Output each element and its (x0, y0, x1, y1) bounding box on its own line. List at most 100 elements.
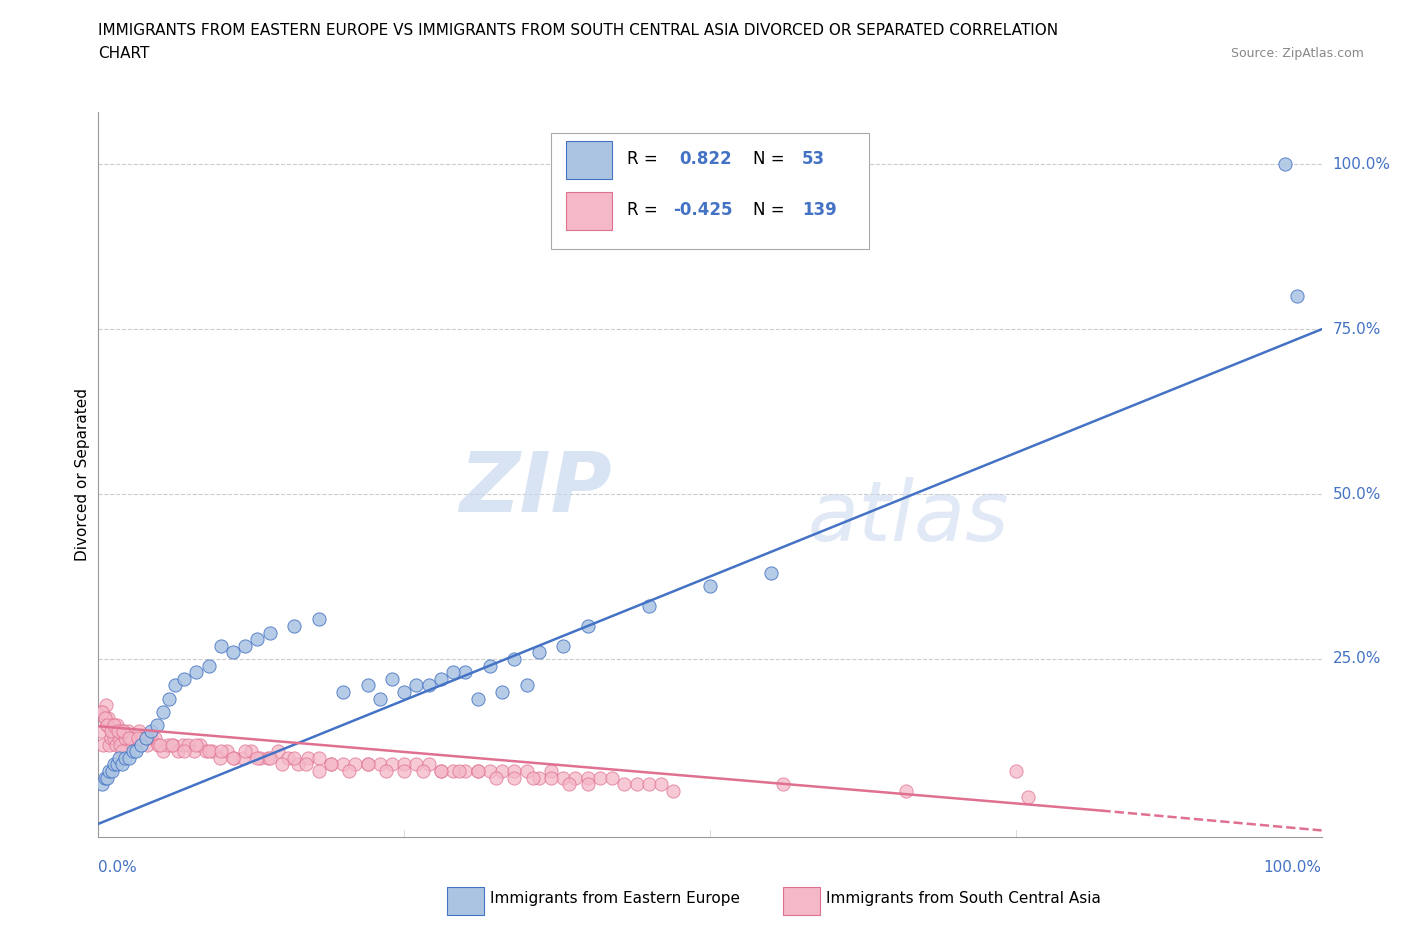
Point (267, 744, 290, 759)
Point (139, 724, 162, 739)
Point (662, 783, 685, 798)
Point (381, 757, 404, 772)
Point (515, 678, 537, 693)
Point (107, 724, 129, 739)
FancyBboxPatch shape (783, 887, 820, 914)
Point (108, 731, 131, 746)
Point (368, 757, 391, 772)
Point (626, 777, 648, 791)
Point (308, 751, 330, 765)
Point (96, 770, 118, 785)
Point (441, 665, 464, 680)
Point (215, 744, 238, 759)
Point (105, 757, 128, 772)
Point (491, 764, 513, 778)
Point (558, 777, 581, 791)
Text: Immigrants from South Central Asia: Immigrants from South Central Asia (827, 891, 1101, 906)
Point (157, 691, 180, 706)
Point (283, 618, 305, 633)
Point (93, 770, 115, 785)
Point (233, 744, 256, 759)
Point (135, 731, 157, 746)
Point (103, 731, 125, 746)
Text: CHART: CHART (98, 46, 150, 61)
Point (177, 737, 200, 752)
Point (553, 770, 575, 785)
Point (173, 671, 195, 686)
Point (405, 678, 427, 693)
Point (172, 737, 194, 752)
Point (430, 764, 453, 778)
Point (233, 638, 256, 653)
Text: ZIP: ZIP (460, 448, 612, 529)
Point (392, 684, 416, 699)
Point (183, 744, 205, 759)
Point (467, 764, 489, 778)
Point (637, 777, 661, 791)
Point (111, 724, 134, 739)
Point (1274, 157, 1296, 172)
Point (136, 737, 159, 752)
Point (128, 724, 150, 739)
Point (1017, 790, 1039, 804)
Point (139, 731, 162, 746)
Point (699, 579, 721, 594)
Point (637, 599, 661, 614)
FancyBboxPatch shape (565, 141, 612, 179)
Point (111, 744, 134, 759)
Point (270, 757, 294, 772)
Point (148, 737, 170, 752)
Point (173, 744, 195, 759)
Text: R =: R = (627, 150, 658, 167)
Point (356, 757, 378, 772)
Point (392, 757, 416, 772)
Point (503, 652, 526, 667)
Point (121, 744, 143, 759)
Point (195, 744, 218, 759)
Point (131, 731, 153, 746)
Point (613, 777, 636, 791)
Point (129, 737, 152, 752)
Point (162, 737, 184, 752)
Point (308, 612, 330, 627)
Point (104, 737, 127, 752)
Point (91, 737, 114, 752)
Point (576, 770, 599, 785)
Point (467, 764, 489, 778)
Point (91, 704, 114, 719)
Y-axis label: Divorced or Separated: Divorced or Separated (75, 388, 90, 561)
Point (527, 644, 550, 659)
Point (208, 751, 231, 765)
Point (93, 711, 115, 725)
Point (93, 711, 115, 725)
Point (100, 724, 122, 739)
Point (127, 731, 149, 746)
Point (118, 731, 141, 746)
Point (114, 751, 136, 765)
Point (405, 757, 427, 772)
Point (332, 684, 354, 699)
Point (259, 751, 281, 765)
Point (186, 737, 208, 752)
Point (160, 737, 183, 752)
Point (356, 678, 378, 693)
Text: Immigrants from Eastern Europe: Immigrants from Eastern Europe (489, 891, 740, 906)
Point (96, 717, 118, 732)
Point (91, 777, 114, 791)
Point (249, 751, 271, 765)
Point (761, 565, 783, 580)
Point (287, 757, 309, 772)
Text: 139: 139 (801, 201, 837, 219)
Point (454, 764, 477, 778)
Point (392, 764, 416, 778)
Point (101, 764, 124, 778)
Point (97, 711, 120, 725)
Text: 25.0%: 25.0% (1333, 651, 1381, 667)
Text: -0.425: -0.425 (673, 201, 733, 219)
Text: 53: 53 (801, 150, 825, 167)
Text: 0.822: 0.822 (679, 150, 733, 167)
Point (96, 717, 118, 732)
Point (149, 737, 172, 752)
Point (188, 737, 211, 752)
Point (146, 717, 169, 732)
